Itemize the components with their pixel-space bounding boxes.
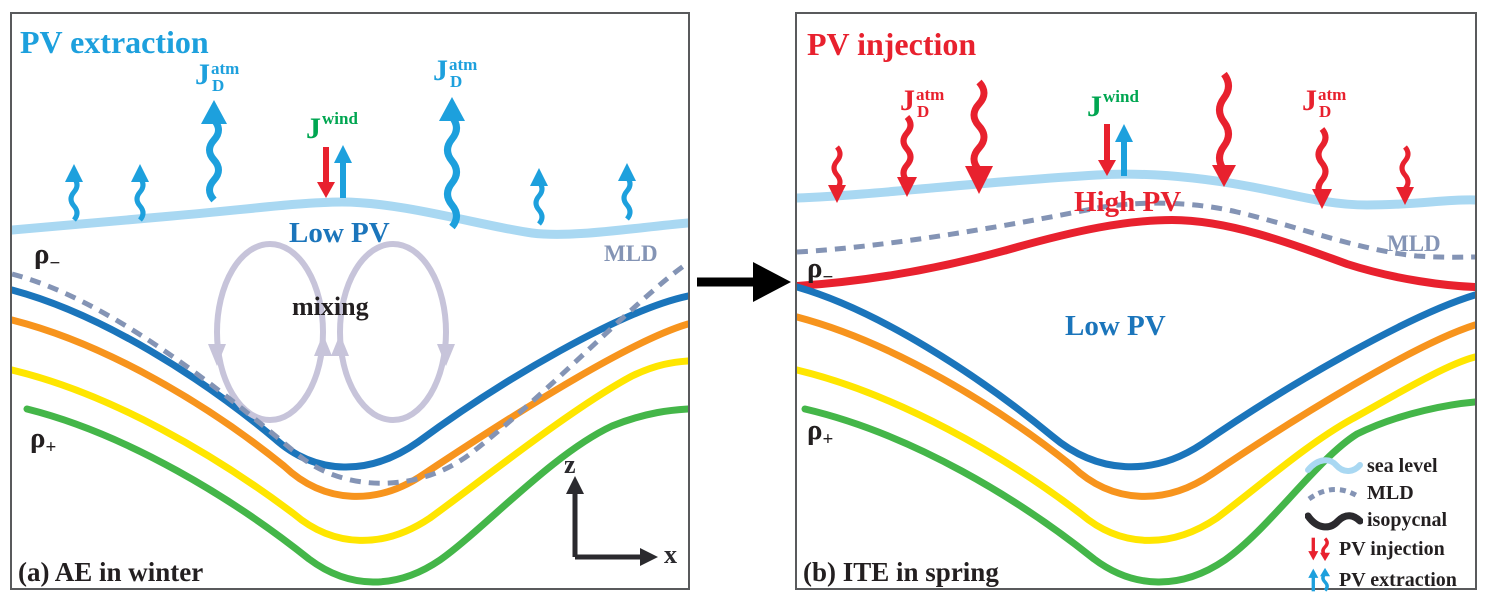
low-pv-label: Low PV xyxy=(1065,310,1166,342)
injection-wavy-arrow-medium xyxy=(897,115,917,197)
isopycnal-blue xyxy=(797,283,1475,471)
high-pv-label: High PV xyxy=(1074,186,1182,218)
rho-minus-label: ρ− xyxy=(34,238,61,274)
mld-dashed-line xyxy=(12,260,688,486)
legend-item-pv-injection: PV injection xyxy=(1305,533,1477,564)
axis-x-label: x xyxy=(664,540,677,569)
atm-flux-label: J atm D xyxy=(900,84,945,121)
panel-title: PV extraction xyxy=(20,24,209,60)
injection-wavy-arrow-small xyxy=(1396,145,1414,205)
injection-wavy-arrow-large xyxy=(965,79,993,194)
panel-ite-spring: PV injection J atm D J atm D Jwind High … xyxy=(795,12,1477,592)
mixing-label: mixing xyxy=(292,292,369,321)
spring-diagram-art xyxy=(797,71,1475,586)
wind-down-arrow xyxy=(1098,124,1116,176)
wind-up-arrow xyxy=(1115,124,1133,176)
sea-level-line xyxy=(12,197,688,239)
legend: sea level MLD isopycnal xyxy=(1305,452,1477,595)
coordinate-axes xyxy=(566,476,658,566)
isopycnal-orange xyxy=(12,316,688,500)
wind-down-arrow xyxy=(317,147,335,198)
injection-wavy-arrow-small xyxy=(828,145,846,203)
wind-flux-label: Jwind xyxy=(1087,87,1139,123)
axis-z-label: z xyxy=(564,450,576,479)
panel-ae-winter: PV extraction J atm D J atm D Jwind Low … xyxy=(10,12,690,590)
isopycnal-yellow xyxy=(12,357,688,544)
flux-scripts: atm D xyxy=(916,85,945,121)
legend-item-sea-level: sea level xyxy=(1305,452,1477,479)
mixing-cell-right xyxy=(331,241,455,423)
sea-level-line xyxy=(797,169,1475,210)
rho-plus-label: ρ+ xyxy=(30,422,57,458)
atm-flux-label: J atm D xyxy=(195,58,240,95)
mld-dashed-line xyxy=(797,200,1475,260)
mld-label: MLD xyxy=(604,241,658,266)
isopycnal-green xyxy=(23,405,688,586)
panel-title: PV injection xyxy=(807,26,977,62)
flux-scripts: atm D xyxy=(211,59,240,95)
legend-item-pv-extraction: PV extraction xyxy=(1305,564,1477,595)
flux-scripts: atm D xyxy=(1318,85,1347,121)
mld-label: MLD xyxy=(1387,231,1441,256)
pv-extraction-arrows-icon xyxy=(1308,567,1331,592)
rho-minus-label: ρ− xyxy=(807,252,834,288)
panel-caption: (b) ITE in spring xyxy=(803,557,999,587)
extraction-wavy-arrow-small xyxy=(65,164,83,222)
extraction-wavy-arrow-large xyxy=(439,97,465,230)
flux-symbol: J xyxy=(195,58,210,91)
atm-flux-label: J atm D xyxy=(1302,84,1347,121)
extraction-wavy-arrow-small xyxy=(131,164,149,222)
extraction-wavy-arrow-small xyxy=(618,163,636,221)
isopycnal-swatch-icon xyxy=(1305,511,1363,530)
legend-item-isopycnal: isopycnal xyxy=(1305,506,1477,533)
injection-wavy-arrow-medium xyxy=(1312,127,1332,209)
flux-symbol: J xyxy=(433,54,448,87)
mixing-cell-left xyxy=(208,241,332,423)
winter-diagram-art xyxy=(12,97,688,586)
injection-wavy-arrow-large xyxy=(1212,71,1236,187)
flux-scripts: atm D xyxy=(449,55,478,91)
isopycnal-red-high-pv xyxy=(797,215,1475,291)
legend-item-mld: MLD xyxy=(1305,479,1477,506)
extraction-wavy-arrow-large xyxy=(201,100,227,203)
sea-level-swatch-icon xyxy=(1305,456,1363,474)
flux-symbol: J xyxy=(900,84,915,117)
isopycnal-green xyxy=(801,398,1475,586)
mld-swatch-icon xyxy=(1307,486,1361,501)
transition-arrow xyxy=(697,262,791,302)
pv-injection-arrows-icon xyxy=(1308,536,1331,561)
panel-caption: (a) AE in winter xyxy=(18,557,204,587)
isopycnal-blue xyxy=(12,286,688,471)
atm-flux-label: J atm D xyxy=(433,54,478,91)
extraction-wavy-arrow-small xyxy=(530,168,548,226)
wind-up-arrow xyxy=(334,145,352,198)
flux-symbol: J xyxy=(1302,84,1317,117)
isopycnal-yellow xyxy=(797,353,1475,544)
wind-flux-label: Jwind xyxy=(306,109,358,145)
low-pv-label: Low PV xyxy=(289,217,390,249)
isopycnal-orange xyxy=(797,313,1475,500)
rho-plus-label: ρ+ xyxy=(807,414,834,450)
